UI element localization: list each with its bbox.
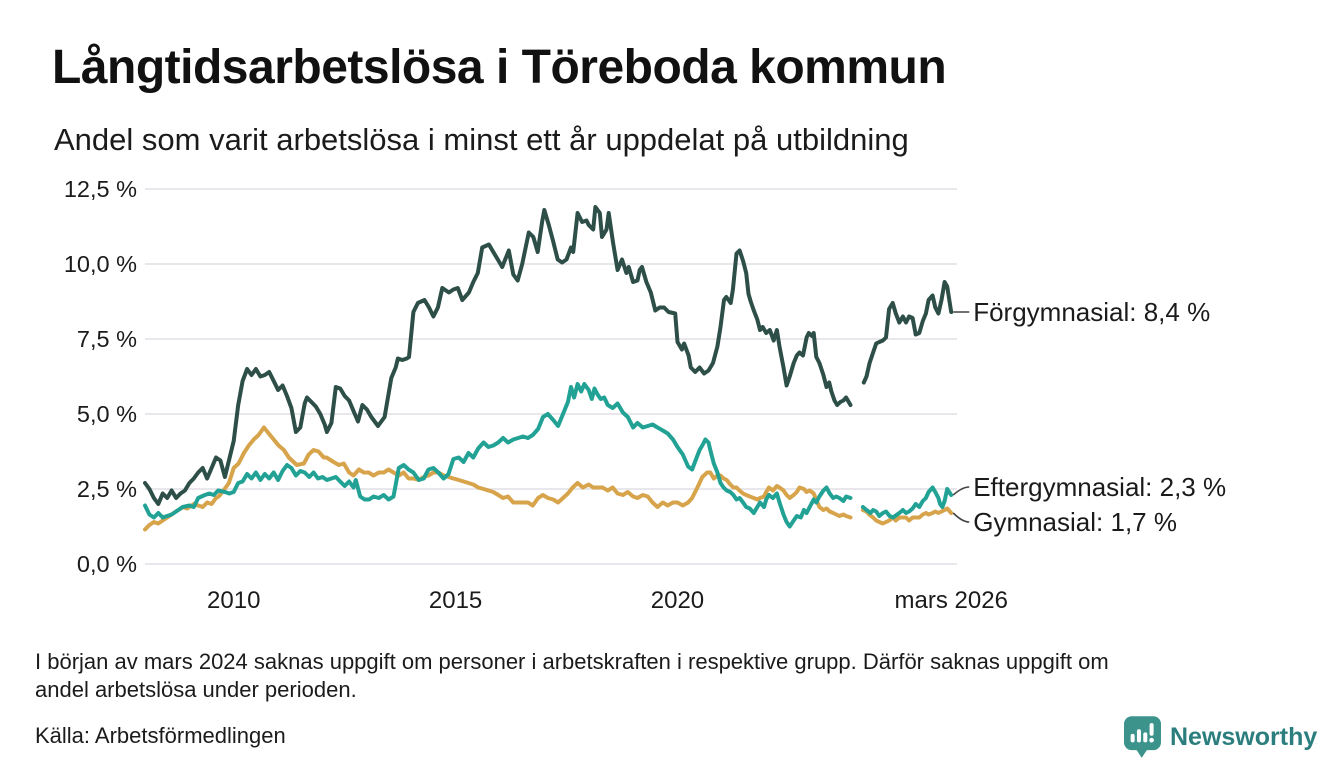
chart-subtitle: Andel som varit arbetslösa i minst ett å… [54, 122, 909, 157]
y-tick-label: 10,0 % [64, 251, 137, 277]
series-end-label-eftergymnasial: Eftergymnasial: 2,3 % [973, 472, 1226, 502]
chart-title: Långtidsarbetslösa i Töreboda kommun [52, 41, 947, 94]
x-tick-label: 2010 [207, 587, 260, 614]
source-label: Källa: Arbetsförmedlingen [35, 723, 286, 748]
newsworthy-logo-icon [1124, 716, 1161, 758]
series-end-label-gymnasial: Gymnasial: 1,7 % [973, 507, 1177, 537]
y-tick-label: 2,5 % [77, 476, 137, 502]
label-connector-gymnasial [952, 512, 970, 523]
x-tick-label: 2020 [651, 587, 704, 614]
chart-footnote: I början av mars 2024 saknas uppgift om … [35, 649, 1109, 702]
label-connector-eftergymnasial [952, 486, 970, 496]
x-tick-label: 2015 [429, 587, 482, 614]
newsworthy-branding: Newsworthy [1124, 716, 1317, 758]
series-end-label-förgymnasial: Förgymnasial: 8,4 % [973, 297, 1210, 327]
y-tick-label: 0,0 % [77, 551, 137, 577]
y-tick-label: 5,0 % [77, 401, 137, 427]
newsworthy-wordmark: Newsworthy [1170, 722, 1318, 751]
series-line-förgymnasial [143, 205, 954, 506]
y-tick-label: 12,5 % [64, 176, 137, 202]
series-line-eftergymnasial [143, 382, 954, 529]
series-line-gymnasial [143, 425, 954, 532]
y-tick-label: 7,5 % [77, 326, 137, 352]
x-tick-label: mars 2026 [895, 587, 1008, 614]
